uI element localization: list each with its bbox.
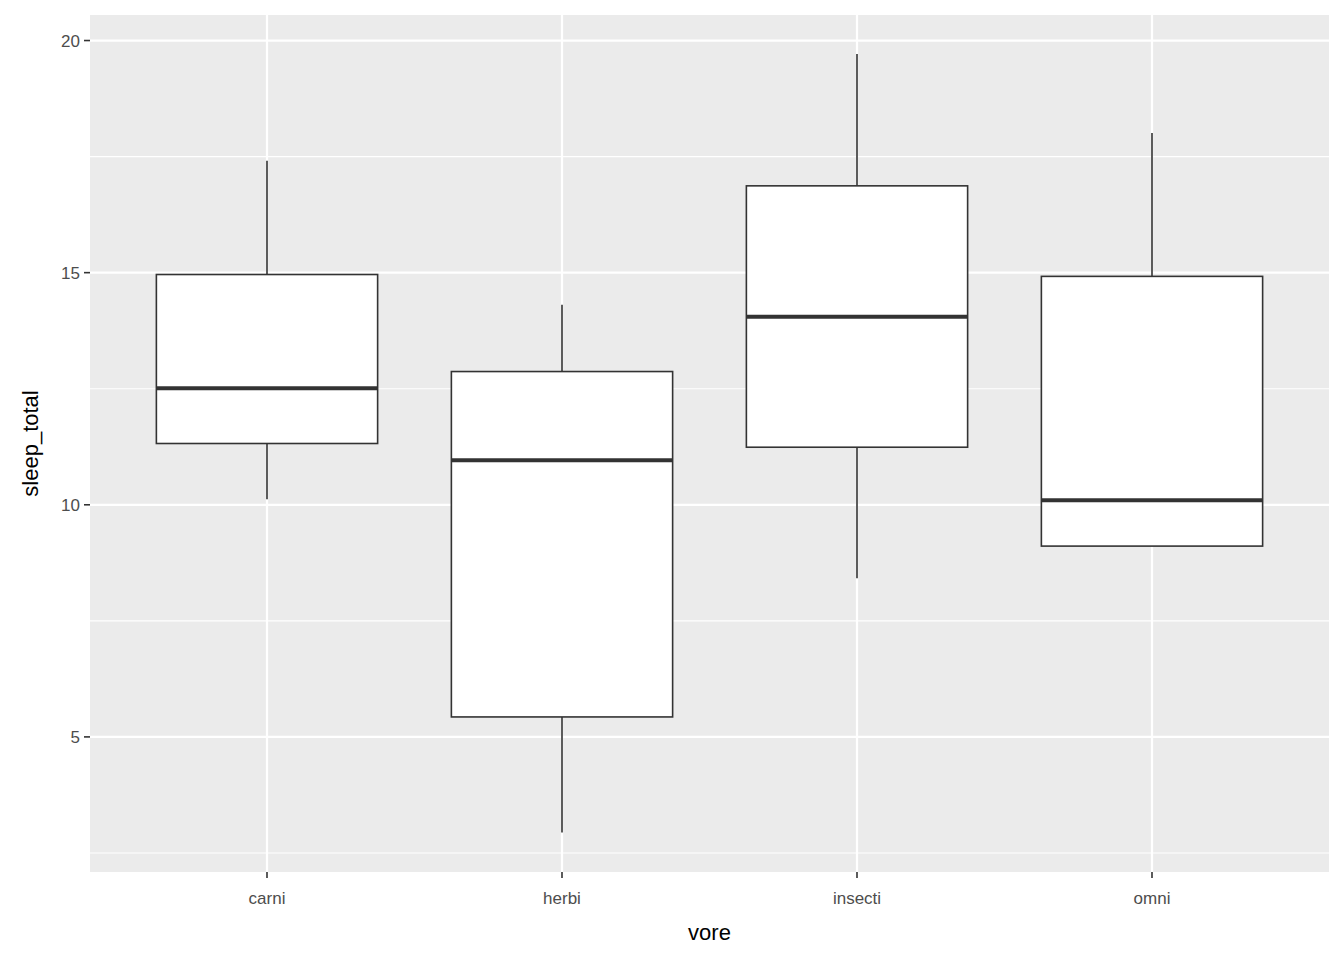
boxes bbox=[156, 54, 1262, 833]
x-tick bbox=[1151, 872, 1153, 878]
x-tick-label: insecti bbox=[833, 889, 881, 908]
grid bbox=[90, 15, 1329, 872]
y-axis-title: sleep_total bbox=[18, 390, 43, 496]
median bbox=[451, 458, 672, 462]
grid-line bbox=[90, 272, 1329, 274]
lower-whisker bbox=[266, 444, 268, 500]
axes: 5 10 15 20 carni herbi insecti omni bbox=[61, 32, 1170, 908]
panel bbox=[90, 15, 1329, 872]
lower-whisker bbox=[561, 717, 563, 833]
upper-whisker bbox=[266, 161, 268, 275]
grid-line bbox=[90, 39, 1329, 41]
x-tick bbox=[561, 872, 563, 878]
y-tick bbox=[84, 272, 90, 274]
y-tick-label: 10 bbox=[61, 496, 80, 515]
y-tick bbox=[84, 40, 90, 42]
x-axis-title: vore bbox=[688, 920, 731, 945]
minor-grid-line bbox=[90, 156, 1329, 157]
y-tick-label: 20 bbox=[61, 32, 80, 51]
box bbox=[156, 275, 377, 444]
x-tick-label: carni bbox=[249, 889, 286, 908]
box bbox=[746, 186, 967, 447]
y-tick-label: 5 bbox=[71, 728, 80, 747]
y-tick bbox=[84, 736, 90, 738]
y-tick bbox=[84, 504, 90, 506]
x-tick-label: herbi bbox=[543, 889, 581, 908]
grid-line bbox=[90, 736, 1329, 738]
minor-grid-line bbox=[90, 852, 1329, 853]
upper-whisker bbox=[561, 305, 563, 372]
median bbox=[156, 386, 377, 390]
x-tick bbox=[266, 872, 268, 878]
median bbox=[1041, 498, 1262, 502]
box bbox=[1041, 276, 1262, 546]
upper-whisker bbox=[856, 54, 858, 186]
chart: 5 10 15 20 carni herbi insecti omni vore sleep_to… bbox=[0, 0, 1344, 960]
y-tick-label: 15 bbox=[61, 264, 80, 283]
upper-whisker bbox=[1151, 133, 1153, 276]
box bbox=[451, 372, 672, 717]
x-tick bbox=[856, 872, 858, 878]
lower-whisker bbox=[856, 447, 858, 578]
minor-grid-line bbox=[90, 620, 1329, 621]
median bbox=[746, 315, 967, 319]
x-tick-label: omni bbox=[1134, 889, 1171, 908]
